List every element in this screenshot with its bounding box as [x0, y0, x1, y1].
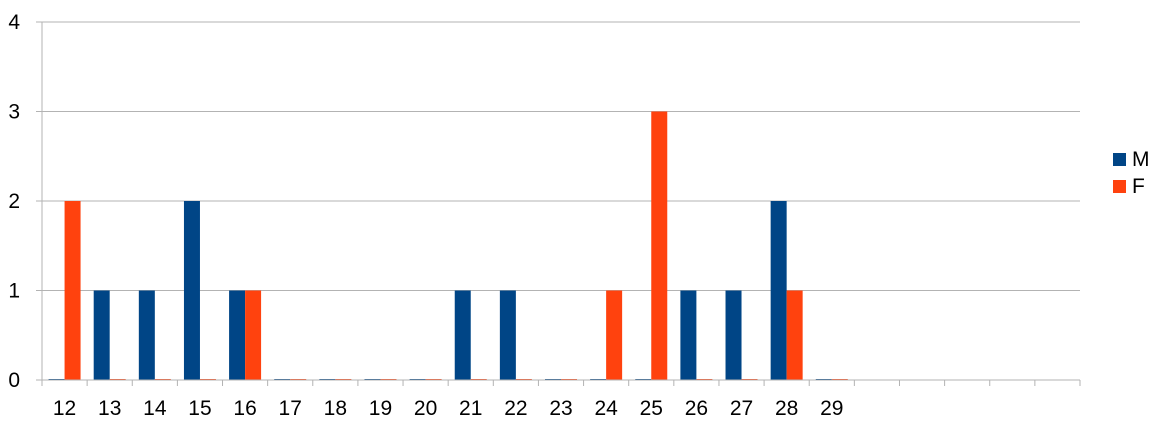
- bar-f: [245, 290, 262, 380]
- x-tick-label: 29: [820, 397, 843, 420]
- bar-f: [786, 290, 803, 380]
- y-tick-label: 1: [8, 280, 20, 303]
- x-tick-label: 25: [640, 397, 663, 420]
- x-tick-label: 27: [730, 397, 753, 420]
- bar-m: [680, 290, 697, 380]
- bar-f: [651, 111, 668, 380]
- y-tick-label: 3: [8, 101, 20, 124]
- bar-m: [93, 290, 110, 380]
- bar-m: [770, 201, 787, 380]
- legend-label-m: M: [1132, 147, 1150, 171]
- legend: M F: [1113, 146, 1150, 200]
- legend-label-f: F: [1132, 174, 1145, 198]
- x-tick-label: 26: [685, 397, 708, 420]
- x-tick-label: 22: [504, 397, 527, 420]
- bar-m: [138, 290, 155, 380]
- x-tick-label: 16: [233, 397, 256, 420]
- y-tick-label: 4: [8, 11, 20, 34]
- bar-f: [64, 201, 81, 380]
- x-tick-label: 20: [414, 397, 437, 420]
- bar-m: [725, 290, 742, 380]
- x-tick-label: 23: [549, 397, 572, 420]
- y-tick-label: 2: [8, 190, 20, 213]
- axes: [36, 21, 1081, 386]
- bar-m: [229, 290, 246, 380]
- x-tick-label: 17: [279, 397, 302, 420]
- x-tick-label: 19: [369, 397, 392, 420]
- legend-swatch-m: [1113, 153, 1126, 166]
- y-tick-labels: 0 1 2 3 4: [8, 11, 20, 392]
- x-tick-labels: 12 13 14 15 16 17 18 19 20 21 22 23 24 25 26 27 28 29: [53, 397, 844, 420]
- legend-item-f: F: [1113, 173, 1150, 200]
- x-tick-label: 28: [775, 397, 798, 420]
- bar-m: [183, 201, 200, 380]
- x-tick-label: 14: [143, 397, 167, 420]
- x-tick-label: 12: [53, 397, 76, 420]
- x-tick-label: 15: [188, 397, 211, 420]
- bar-series: [48, 111, 848, 380]
- legend-swatch-f: [1113, 180, 1126, 193]
- x-tick-label: 21: [459, 397, 482, 420]
- x-tick-label: 13: [98, 397, 121, 420]
- y-tick-label: 0: [8, 369, 20, 392]
- legend-item-m: M: [1113, 146, 1150, 173]
- grid-lines: [42, 21, 1080, 291]
- bar-f: [606, 290, 623, 380]
- bar-m: [499, 290, 516, 380]
- x-tick-label: 18: [324, 397, 347, 420]
- bar-m: [454, 290, 471, 380]
- x-tick-label: 24: [594, 397, 618, 420]
